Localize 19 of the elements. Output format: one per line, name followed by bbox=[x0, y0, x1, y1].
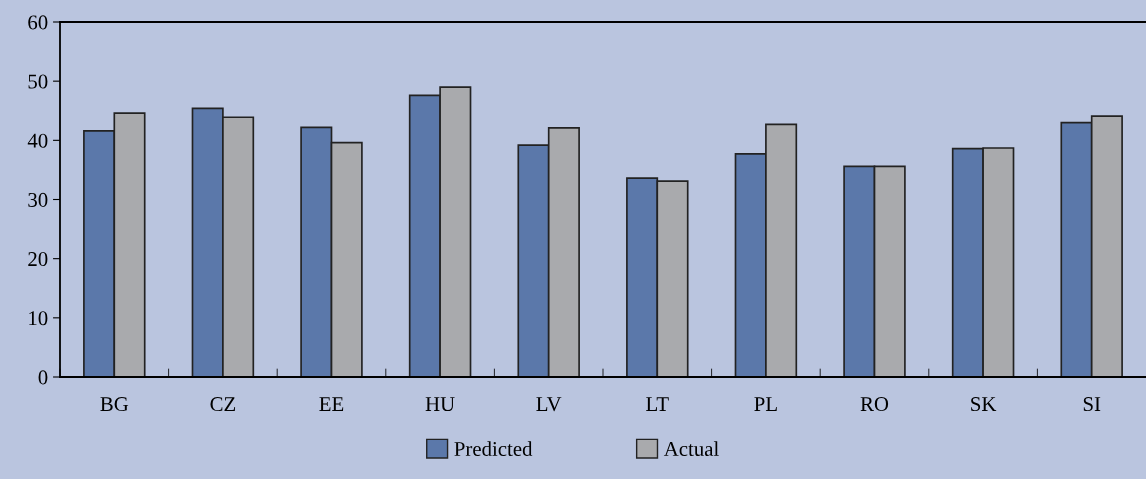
y-tick-label: 40 bbox=[27, 133, 48, 148]
x-tick-label: LV bbox=[536, 397, 562, 412]
y-tick-label: 20 bbox=[28, 252, 48, 267]
x-tick-label: CZ bbox=[210, 397, 236, 412]
x-tick-label: SI bbox=[1083, 397, 1101, 412]
y-tick-label: 10 bbox=[29, 311, 48, 326]
x-tick-label: SK bbox=[971, 397, 997, 412]
legend-label: Predicted bbox=[454, 441, 533, 457]
x-tick-label: LT bbox=[646, 397, 669, 411]
y-tick-label: 30 bbox=[28, 192, 48, 207]
y-tick-label: 60 bbox=[28, 15, 48, 30]
y-tick-label: 50 bbox=[28, 74, 48, 89]
x-tick-label: PL bbox=[754, 397, 777, 411]
x-tick-label: RO bbox=[860, 397, 889, 412]
y-tick-label: 0 bbox=[38, 370, 48, 385]
x-tick-label: EE bbox=[319, 397, 344, 411]
x-tick-label: BG bbox=[100, 397, 129, 412]
legend-label: Actual bbox=[663, 441, 719, 457]
x-tick-label: HU bbox=[425, 397, 455, 412]
